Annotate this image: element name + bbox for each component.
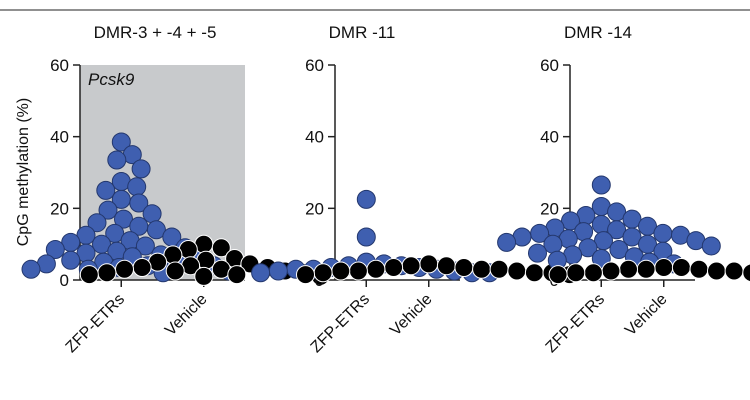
data-point: [601, 261, 621, 281]
data-point: [87, 213, 107, 233]
x-category-label: ZFP-ETRs: [543, 291, 608, 356]
data-point: [194, 266, 214, 286]
data-point: [61, 250, 81, 270]
data-point: [619, 259, 638, 279]
data-point: [146, 220, 166, 240]
x-category-label: ZFP-ETRs: [308, 291, 373, 356]
y-tick-label: 40: [305, 128, 324, 147]
data-point: [742, 263, 750, 283]
data-point: [79, 265, 99, 285]
x-category-label: Vehicle: [162, 291, 211, 340]
data-point: [653, 223, 673, 243]
y-tick-label: 20: [50, 199, 69, 218]
data-point: [507, 261, 527, 281]
panel-1: DMR-3 + -4 + -5 Pcsk9 0 20 40 60 ZFP-ETRs Vehic…: [21, 23, 330, 356]
y-tick-label: 0: [60, 271, 69, 290]
x-category-label: ZFP-ETRs: [63, 291, 128, 356]
y-tick-label: 20: [540, 199, 559, 218]
data-point: [671, 258, 691, 277]
data-point: [348, 261, 368, 281]
x-category-label: Vehicle: [622, 291, 671, 340]
data-point: [114, 209, 133, 229]
data-point: [107, 150, 127, 170]
y-tick-label: 20: [305, 199, 324, 218]
data-point: [583, 263, 603, 283]
panel-title: DMR -14: [564, 23, 632, 42]
data-point: [724, 261, 744, 281]
data-point: [622, 227, 642, 247]
data-point: [97, 263, 117, 283]
data-point: [135, 236, 155, 256]
data-point: [45, 240, 65, 259]
data-point: [548, 265, 568, 285]
data-point: [111, 132, 131, 152]
data-point: [689, 259, 709, 279]
data-point: [268, 261, 288, 281]
y-tick-label: 40: [50, 128, 69, 147]
data-point: [609, 240, 629, 259]
data-point: [21, 259, 41, 279]
data-point: [211, 238, 231, 258]
panel-title: DMR-3 + -4 + -5: [94, 23, 217, 42]
panel-title: DMR -11: [329, 23, 396, 42]
y-tick-label: 60: [50, 56, 69, 75]
data-point: [129, 193, 149, 213]
y-tick-label: 40: [540, 128, 559, 147]
data-point: [313, 263, 333, 283]
data-point: [528, 243, 547, 263]
data-point: [701, 236, 721, 256]
data-point: [296, 265, 315, 285]
x-category-label: Vehicle: [387, 291, 436, 340]
data-point: [454, 258, 474, 277]
data-point: [654, 258, 674, 277]
data-point: [401, 256, 421, 276]
data-point: [132, 258, 152, 277]
y-tick-label: 60: [540, 56, 559, 75]
data-point: [497, 232, 517, 252]
data-point: [636, 259, 656, 279]
data-point: [98, 200, 118, 220]
data-point: [356, 227, 376, 247]
data-point: [591, 175, 611, 195]
data-point: [356, 189, 376, 209]
data-point: [707, 261, 726, 281]
data-point: [566, 263, 586, 283]
data-point: [127, 177, 147, 197]
y-tick-label: 60: [305, 56, 324, 75]
data-point: [165, 261, 185, 281]
data-point: [607, 220, 627, 240]
data-point: [131, 159, 151, 179]
data-point: [591, 249, 611, 268]
data-point: [436, 256, 456, 276]
data-point: [384, 258, 404, 277]
data-point: [419, 254, 439, 274]
data-point: [366, 259, 386, 279]
data-point: [524, 263, 544, 283]
data-point: [472, 259, 492, 279]
data-point: [578, 238, 598, 258]
data-point: [227, 265, 247, 285]
panels: DMR-3 + -4 + -5 Pcsk9 0 20 40 60 ZFP-ETRs Vehic…: [21, 23, 750, 356]
data-point: [489, 259, 509, 279]
data-point: [331, 261, 351, 281]
data-point: [115, 259, 134, 279]
data-point: [251, 263, 271, 283]
gene-annotation: Pcsk9: [88, 70, 135, 89]
data-point: [96, 180, 116, 200]
y-axis-label: CpG methylation (%): [15, 98, 32, 247]
